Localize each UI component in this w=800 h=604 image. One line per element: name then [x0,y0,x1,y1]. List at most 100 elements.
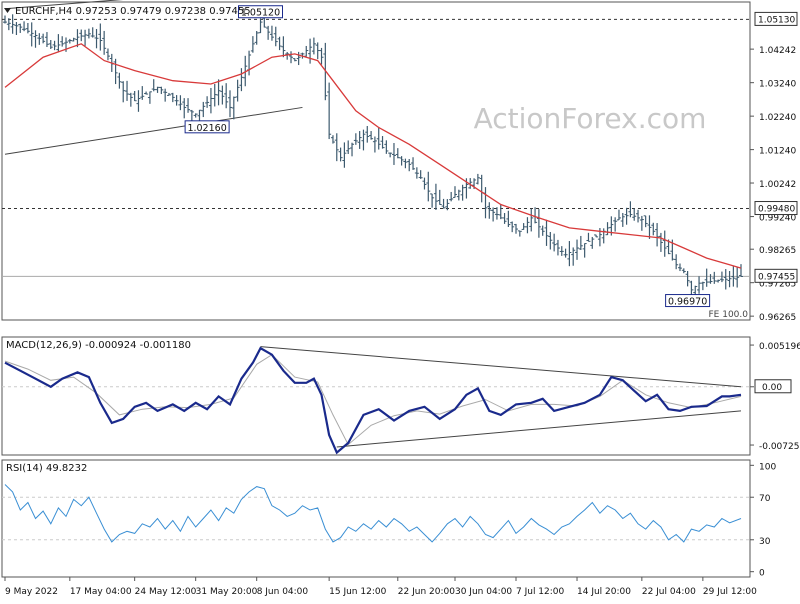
price-candle [681,268,686,274]
price-candle [525,217,530,234]
price-annotation-box [665,294,711,308]
x-tick-label: 22 Jul 04:00 [642,587,696,597]
price-candle [311,37,316,55]
low-value: 0.97238 [165,6,206,17]
price-candle [258,18,263,34]
macd-signal-value: -0.001180 [140,340,191,351]
price-candle [346,140,351,154]
current-price-tag [754,268,798,283]
rsi-title: RSI(14) [6,463,43,474]
price-candle [395,148,400,159]
price-candle [452,186,457,198]
price-candle [140,86,145,100]
rsi-y-tick-label: 0 [759,569,765,579]
price-candle [605,222,610,236]
price-candle [285,51,290,60]
price-candle [369,131,374,140]
price-candle [624,207,629,225]
price-candle [643,215,648,228]
current-price-label: 0.97455 [758,272,795,282]
price-candle [384,140,389,154]
price-level-label: 1.05130 [758,15,795,25]
price-candle [494,207,499,220]
price-candle [208,87,213,114]
price-candle [498,204,503,220]
price-candle [586,232,591,242]
price-candle [376,127,381,150]
price-candle [361,129,366,151]
price-candle [22,21,27,32]
price-candle [414,167,419,179]
price-candle [510,221,515,233]
price-candle [735,267,740,288]
price-candle [662,230,667,257]
price-y-tick-label: 0.98265 [759,246,796,256]
x-tick-label: 30 Jun 04:00 [455,587,512,597]
price-candle [719,271,724,283]
price-candle [132,90,137,102]
price-candle [296,51,301,66]
price-candle [575,239,580,260]
price-candle [254,30,259,45]
x-tick-label: 17 May 04:00 [70,587,132,597]
dropdown-triangle-icon[interactable] [4,8,11,13]
price-candle [563,248,568,258]
price-candle [536,209,541,238]
price-trend-line [4,0,124,10]
price-candle [708,274,713,284]
price-candle [117,72,122,89]
rsi-panel-frame [1,459,751,578]
price-candle [239,68,244,92]
x-tick-label: 14 Jul 20:00 [577,587,631,597]
price-candle [712,271,717,284]
price-candle [41,33,46,44]
price-annotation-label: 1.02160 [187,123,226,134]
price-candle [655,223,660,247]
price-candle [216,79,221,106]
macd-panel: 0.0051960.00-0.0072590.00 [2,342,800,455]
price-candle [193,113,198,118]
price-candle [727,271,732,288]
price-candle [594,234,599,238]
price-candle [86,28,91,39]
price-candle [330,135,335,144]
price-candle [357,131,362,149]
price-candle [456,189,461,201]
price-candle [277,36,282,51]
price-candle [67,38,72,44]
price-candle [693,285,698,295]
rsi-line [4,484,742,543]
price-candle [273,26,278,47]
price-candle [90,27,95,38]
price-candle [94,28,99,49]
high-value: 0.97479 [120,6,161,17]
price-candle [48,39,53,49]
price-candle [514,223,519,234]
price-candle [231,96,236,120]
price-candle [502,213,507,224]
price-candle [639,215,644,231]
rsi-value: 49.8232 [46,463,87,474]
price-candle [220,85,225,105]
price-candle [403,158,408,169]
price-trend-line [4,106,303,155]
price-annotation-box [184,120,230,134]
price-candle [6,18,11,31]
price-level-tag [754,11,798,26]
price-candle [159,86,164,95]
price-candle [281,36,286,58]
x-tick-label: 15 Jun 12:00 [329,587,386,597]
symbol-label: EURCHF,H4 [15,6,72,17]
price-candle [697,276,702,294]
price-candle [37,33,42,45]
rsi-y-tick-label: 100 [759,462,776,472]
price-candle [75,29,80,48]
price-candle [441,198,446,209]
price-candle [60,36,65,47]
price-candle [685,271,690,287]
price-candle [102,30,107,55]
close-value: 0.97455 [209,6,250,17]
price-y-tick-label: 1.02240 [759,113,796,123]
price-y-tick-label: 1.03240 [759,80,796,90]
